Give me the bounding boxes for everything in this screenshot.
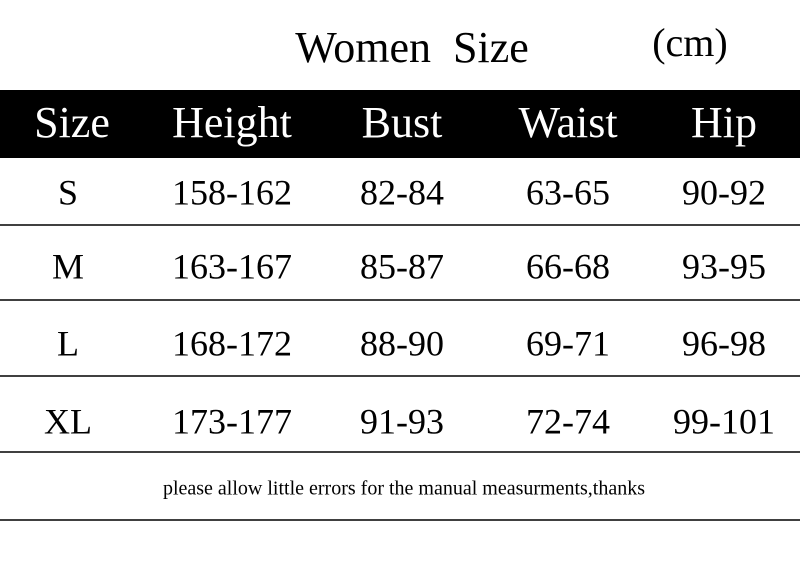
table-cell: 93-95: [682, 246, 766, 286]
size-label: XL: [44, 401, 92, 441]
table-cell: 168-172: [172, 323, 292, 363]
column-header: Waist: [518, 98, 617, 147]
table-cell: 88-90: [360, 323, 444, 363]
table-cell: 72-74: [526, 401, 610, 441]
table-cell: 96-98: [682, 323, 766, 363]
table-cell: 90-92: [682, 172, 766, 212]
table-cell: 63-65: [526, 172, 610, 212]
table-cell: 82-84: [360, 172, 444, 212]
size-label: S: [58, 172, 78, 212]
column-header: Height: [172, 98, 292, 147]
table-cell: 69-71: [526, 323, 610, 363]
column-header: Bust: [362, 98, 443, 147]
note: please allow little errors for the manua…: [163, 478, 645, 500]
title: Women Size: [295, 23, 529, 72]
size-label: L: [57, 323, 79, 363]
size-label: M: [52, 246, 84, 286]
unit: (cm): [652, 20, 728, 65]
header-bar: [0, 90, 800, 158]
table-cell: 173-177: [172, 401, 292, 441]
table-cell: 99-101: [673, 401, 775, 441]
column-header: Hip: [691, 98, 757, 147]
table-cell: 158-162: [172, 172, 292, 212]
table-cell: 163-167: [172, 246, 292, 286]
table-cell: 66-68: [526, 246, 610, 286]
column-header: Size: [34, 98, 110, 147]
table-cell: 91-93: [360, 401, 444, 441]
table-cell: 85-87: [360, 246, 444, 286]
